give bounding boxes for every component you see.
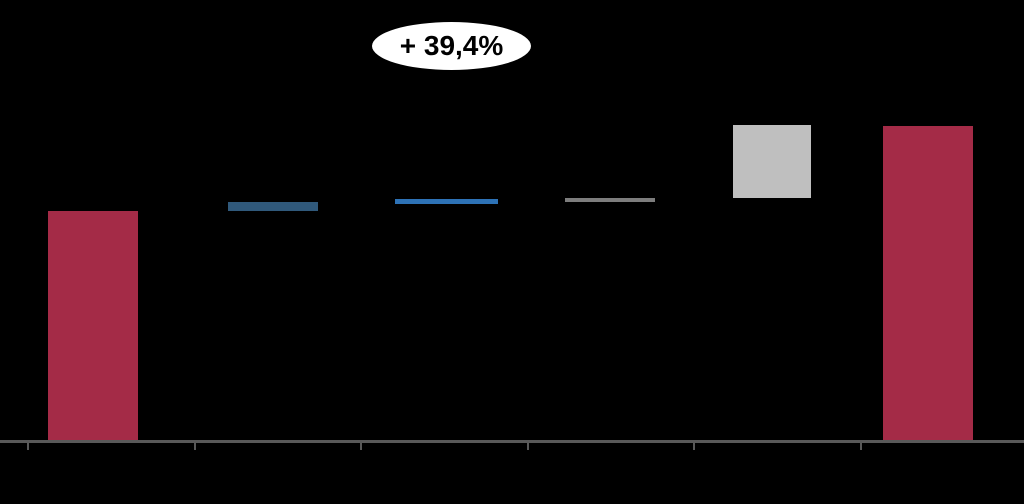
x-axis-line [0,440,1024,443]
step-3-bar [565,198,655,202]
step-4-bar [733,125,811,198]
start-bar [48,211,138,440]
x-axis-tick [27,440,29,450]
x-axis-tick [693,440,695,450]
step-1-bar [228,202,318,211]
end-bar [883,126,973,440]
waterfall-chart: + 39,4% [0,0,1024,504]
change-percent-label: + 39,4% [400,30,504,62]
x-axis-tick [527,440,529,450]
step-2-bar [395,199,498,204]
change-percent-badge: + 39,4% [369,19,534,73]
x-axis-tick [194,440,196,450]
x-axis-tick [360,440,362,450]
x-axis-tick [860,440,862,450]
